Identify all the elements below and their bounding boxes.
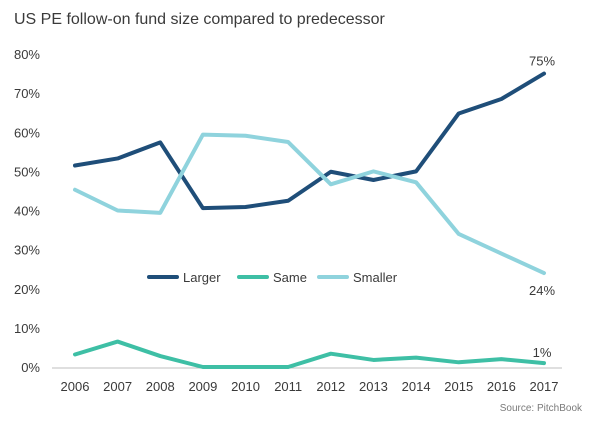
x-tick-label: 2010	[231, 379, 260, 394]
x-tick-label: 2017	[530, 379, 559, 394]
y-tick-label: 80%	[14, 47, 40, 62]
end-label-same: 1%	[533, 345, 552, 360]
end-label-larger: 75%	[529, 54, 555, 69]
x-tick-label: 2013	[359, 379, 388, 394]
x-tick-label: 2006	[61, 379, 90, 394]
y-tick-label: 50%	[14, 164, 40, 179]
y-tick-label: 40%	[14, 204, 40, 219]
y-tick-label: 20%	[14, 282, 40, 297]
x-axis: 2006 2007 2008 2009 2010 2011 2012 2013 2014 2015…	[61, 379, 559, 394]
x-tick-label: 2015	[444, 379, 473, 394]
y-tick-label: 70%	[14, 86, 40, 101]
legend: Larger Same Smaller	[147, 270, 398, 285]
y-tick-label: 60%	[14, 125, 40, 140]
x-tick-label: 2008	[146, 379, 175, 394]
series-line-smaller	[73, 132, 546, 276]
legend-label-smaller: Smaller	[353, 270, 398, 285]
x-tick-label: 2014	[402, 379, 431, 394]
y-tick-label: 10%	[14, 321, 40, 336]
y-tick-label: 30%	[14, 243, 40, 258]
y-axis: 0% 10% 20% 30% 40% 50% 60% 70% 80%	[14, 47, 40, 375]
legend-label-larger: Larger	[183, 270, 221, 285]
x-tick-label: 2007	[103, 379, 132, 394]
x-tick-label: 2011	[274, 379, 302, 394]
x-tick-label: 2016	[487, 379, 516, 394]
x-tick-label: 2012	[316, 379, 345, 394]
end-label-smaller: 24%	[529, 283, 555, 298]
end-labels: 75% 1% 24%	[529, 54, 555, 361]
legend-label-same: Same	[273, 270, 307, 285]
plot-area	[73, 71, 546, 369]
series-line-larger	[73, 71, 546, 211]
source-note: Source: PitchBook	[500, 403, 583, 414]
chart-title: US PE follow-on fund size compared to pr…	[14, 11, 386, 28]
series-line-same	[73, 339, 546, 369]
x-tick-label: 2009	[188, 379, 217, 394]
y-tick-label: 0%	[21, 360, 40, 375]
